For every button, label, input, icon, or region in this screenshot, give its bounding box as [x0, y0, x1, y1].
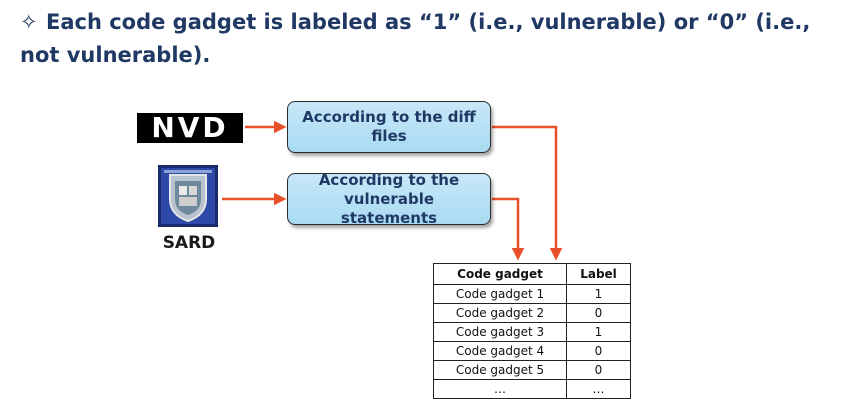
- table-row: Code gadget 1 1: [433, 284, 631, 304]
- step-diff-files: According to the diff files: [287, 101, 491, 153]
- code-gadget-cell: Code gadget 2: [433, 303, 567, 323]
- table-row: Code gadget 2 0: [433, 303, 631, 323]
- step-diff-files-label: According to the diff files: [302, 108, 476, 145]
- table-row: … …: [433, 379, 631, 399]
- label-cell: 0: [566, 341, 631, 361]
- sard-label: SARD: [162, 233, 216, 253]
- table-header-row: Code gadget Label: [433, 263, 631, 285]
- table-row: Code gadget 5 0: [433, 360, 631, 380]
- code-gadget-cell: Code gadget 5: [433, 360, 567, 380]
- step-vulnerable-statements-label: According to the vulnerable statements: [318, 170, 460, 227]
- code-gadget-label-table: Code gadget Label Code gadget 1 1 Code g…: [433, 263, 631, 399]
- nvd-logo: NVD: [137, 113, 243, 143]
- arrow-step1-to-table: [492, 125, 563, 261]
- label-cell: 0: [566, 303, 631, 323]
- heading-text: Each code gadget is labeled as “1” (i.e.…: [20, 10, 811, 67]
- step-vulnerable-statements: According to the vulnerable statements: [287, 170, 491, 227]
- star-bullet-icon: ✧: [20, 10, 38, 34]
- label-cell: 1: [566, 322, 631, 342]
- label-cell: 1: [566, 284, 631, 304]
- arrow-step2-to-table: [492, 197, 525, 261]
- table-row: Code gadget 4 0: [433, 341, 631, 361]
- header-code-gadget: Code gadget: [433, 263, 567, 285]
- header-label: Label: [566, 263, 631, 285]
- sard-logo-icon: [158, 165, 218, 227]
- code-gadget-cell: …: [433, 379, 567, 399]
- code-gadget-cell: Code gadget 1: [433, 284, 567, 304]
- code-gadget-cell: Code gadget 3: [433, 322, 567, 342]
- label-cell: 0: [566, 360, 631, 380]
- table-row: Code gadget 3 1: [433, 322, 631, 342]
- code-gadget-cell: Code gadget 4: [433, 341, 567, 361]
- slide-heading: ✧ Each code gadget is labeled as “1” (i.e…: [20, 6, 830, 72]
- label-cell: …: [566, 379, 631, 399]
